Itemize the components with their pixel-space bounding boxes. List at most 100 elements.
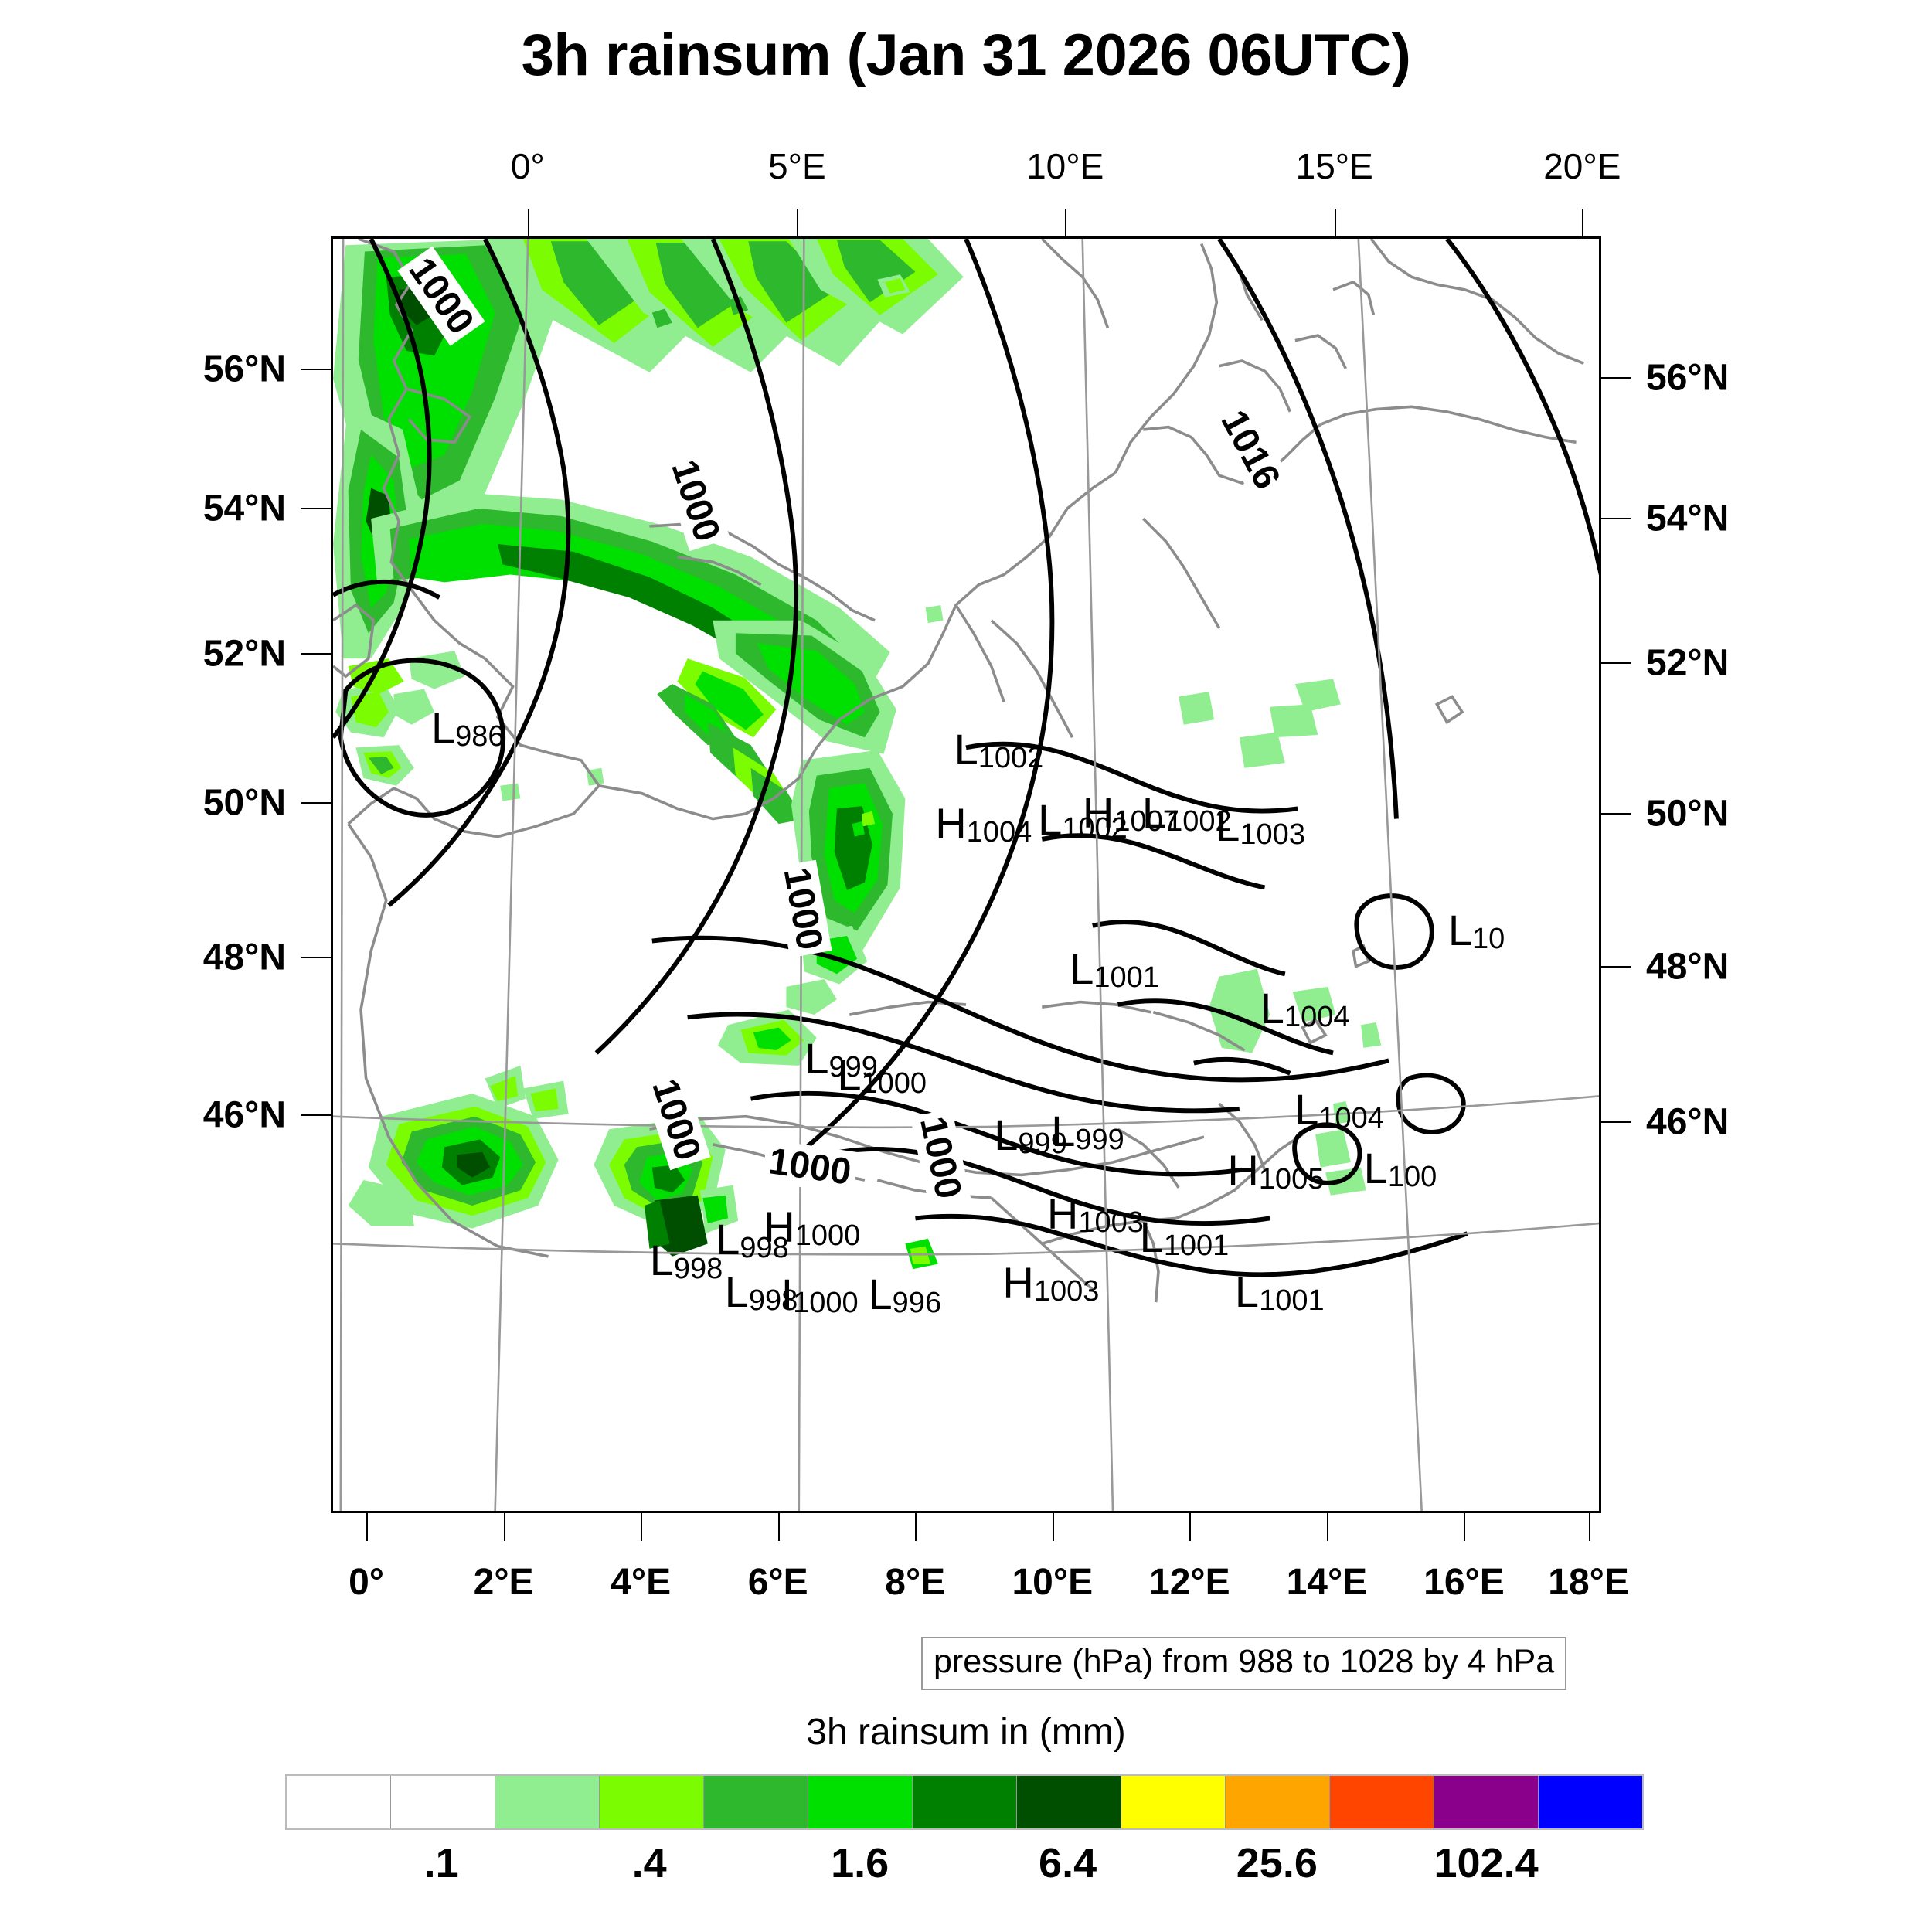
pressure-marker-value: 1000 [861, 1067, 927, 1100]
pressure-marker-value: 1002 [1062, 811, 1128, 845]
colorbar-segment-0[interactable] [287, 1776, 391, 1828]
pressure-marker-value: 1003 [1240, 818, 1305, 851]
pressure-marker-type: L [994, 1110, 1019, 1159]
pressure-marker-value: 1002 [1166, 805, 1232, 838]
tick-bottom-7 [1326, 1513, 1328, 1541]
lon-tick-bottom-3: 6°E [747, 1562, 808, 1603]
pressure-marker-value: 1001 [1094, 961, 1159, 995]
pressure-marker-value: 999 [828, 1050, 878, 1083]
pressure-marker-value: 1004 [966, 815, 1032, 849]
tick-bottom-9 [1588, 1513, 1590, 1541]
colorbar-segment-4[interactable] [704, 1776, 808, 1828]
colorbar-segment-5[interactable] [808, 1776, 913, 1828]
pressure-marker-l-1001-26: L1001 [1235, 1267, 1325, 1318]
lat-tick-left-5: 46°N [202, 1094, 286, 1136]
lat-tick-right-4: 48°N [1646, 946, 1730, 988]
lat-tick-right-0: 56°N [1646, 357, 1730, 399]
tick-left-5 [301, 1114, 331, 1116]
lon-tick-bottom-8: 16°E [1423, 1562, 1505, 1603]
lat-tick-left-0: 56°N [202, 349, 286, 390]
colorbar-segment-11[interactable] [1434, 1776, 1539, 1828]
tick-bottom-6 [1189, 1513, 1192, 1541]
pressure-marker-l-998-19: L998 [716, 1214, 789, 1265]
colorbar-segment-3[interactable] [600, 1776, 704, 1828]
pressure-marker-h-1003-25: H1003 [1002, 1257, 1099, 1308]
lat-tick-right-3: 50°N [1646, 793, 1730, 835]
lat-tick-left-1: 54°N [202, 488, 286, 529]
pressure-marker-value: 999 [1018, 1127, 1067, 1160]
tick-left-0 [301, 368, 331, 370]
tick-left-3 [301, 802, 331, 804]
pressure-marker-type: L [837, 1049, 862, 1099]
tick-right-3 [1601, 812, 1631, 815]
tick-right-4 [1601, 965, 1631, 968]
pressure-marker-value: 999 [1075, 1123, 1124, 1156]
colorbar-segment-12[interactable] [1539, 1776, 1642, 1828]
pressure-marker-h-1004-3: H1004 [935, 798, 1032, 849]
pressure-marker-l-999-14: L999 [1051, 1106, 1124, 1157]
pressure-marker-value: 1002 [978, 741, 1044, 774]
map-plot-area[interactable]: 1000 1000 1016 1000 1000 1000 1000 L986 L1002 L1… [331, 236, 1601, 1513]
colorbar-title: 3h rainsum in (mm) [806, 1712, 1126, 1753]
lon-tick-top-3: 15°E [1295, 146, 1373, 186]
pressure-marker-l-998-22: L998 [725, 1267, 798, 1318]
pressure-marker-value: 1007 [1114, 805, 1179, 838]
lon-tick-bottom-0: 0° [349, 1562, 384, 1603]
tick-left-1 [301, 507, 331, 509]
colorbar-segment-1[interactable] [391, 1776, 495, 1828]
colorbar-segment-7[interactable] [1017, 1776, 1121, 1828]
pressure-marker-layer: L986 L1002 L1002 H1004 L1002 H1007 L1003 L1001 L… [333, 239, 1599, 1511]
pressure-marker-h-1005-15: H1005 [1227, 1145, 1324, 1196]
lon-tick-bottom-2: 4°E [611, 1562, 672, 1603]
pressure-marker-type: L [1363, 1143, 1388, 1192]
colorbar-segment-6[interactable] [913, 1776, 1017, 1828]
pressure-marker-type: L [1141, 788, 1167, 838]
page-title: 3h rainsum (Jan 31 2026 06UTC) [521, 22, 1411, 88]
colorbar-segment-8[interactable] [1121, 1776, 1226, 1828]
pressure-marker-value: 1005 [1258, 1163, 1325, 1196]
tick-right-5 [1601, 1121, 1631, 1124]
colorbar-segment-10[interactable] [1330, 1776, 1434, 1828]
pressure-marker-h-1003-17: H1003 [1047, 1189, 1144, 1240]
lat-tick-right-1: 54°N [1646, 498, 1730, 539]
colorbar-label-4: 25.6 [1236, 1840, 1318, 1886]
pressure-marker-l-1002-2: L1002 [1142, 787, 1232, 838]
colorbar-segment-2[interactable] [495, 1776, 600, 1828]
pressure-marker-l-1004-12: L1004 [1294, 1084, 1384, 1135]
colorbar[interactable] [285, 1774, 1644, 1830]
pressure-marker-type: L [954, 724, 978, 774]
pressure-marker-value: 998 [673, 1252, 723, 1285]
tick-bottom-8 [1464, 1513, 1466, 1541]
tick-left-4 [301, 957, 331, 959]
pressure-marker-type: L [1051, 1106, 1076, 1155]
colorbar-tick-labels: .1 .4 1.6 6.4 25.6 102.4 [285, 1839, 1644, 1893]
colorbar-segment-9[interactable] [1226, 1776, 1330, 1828]
tick-top-3 [1334, 209, 1336, 236]
lat-tick-right-5: 46°N [1646, 1101, 1730, 1143]
pressure-marker-type: L [1038, 794, 1063, 844]
lon-tick-top-0: 0° [510, 146, 545, 186]
tick-top-2 [1065, 209, 1067, 236]
pressure-marker-value: 998 [748, 1284, 798, 1317]
lon-tick-bottom-4: 8°E [885, 1562, 946, 1603]
lon-tick-bottom-1: 2°E [473, 1562, 534, 1603]
pressure-marker-value: 100 [1387, 1160, 1437, 1193]
tick-right-0 [1601, 377, 1631, 379]
pressure-marker-l-10-8: L10 [1448, 905, 1505, 956]
map-canvas [333, 239, 1599, 1511]
pressure-marker-value: 1000 [793, 1287, 859, 1320]
pressure-marker-type: H [935, 798, 967, 848]
pressure-marker-type: I [781, 1270, 794, 1319]
colorbar-label-1: .4 [631, 1840, 667, 1886]
lon-tick-top-2: 10°E [1026, 146, 1104, 186]
pressure-marker-type: H [1002, 1258, 1034, 1308]
tick-top-1 [797, 209, 799, 236]
pressure-marker-l-1001-18: L1001 [1140, 1212, 1230, 1263]
pressure-marker-l-999-13: L999 [994, 1110, 1067, 1161]
pressure-marker-value: 1001 [1163, 1229, 1230, 1262]
lon-tick-bottom-6: 12°E [1149, 1562, 1230, 1603]
pressure-marker-value: 1000 [794, 1219, 861, 1252]
tick-bottom-3 [777, 1513, 780, 1541]
pressure-marker-type: L [430, 702, 456, 752]
pressure-marker-type: L [716, 1215, 740, 1264]
